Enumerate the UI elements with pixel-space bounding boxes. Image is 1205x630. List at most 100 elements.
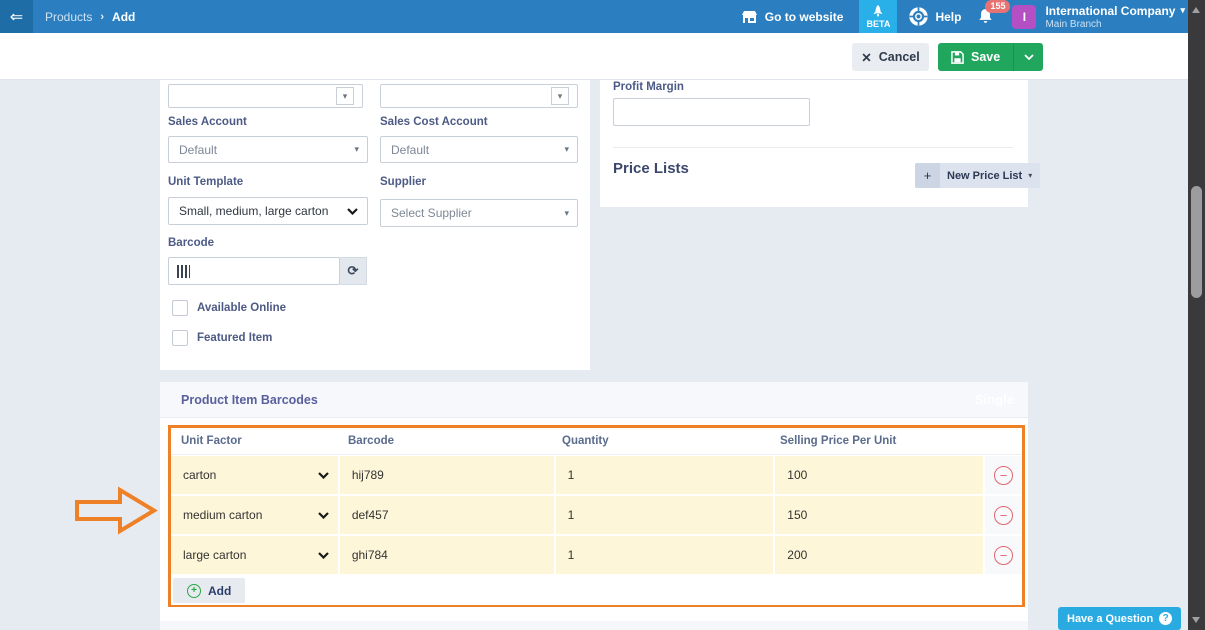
price-cell-input[interactable]: 150 [775,496,984,534]
column-header-quantity: Quantity [562,435,609,447]
available-online-checkbox[interactable] [172,300,188,316]
price-cell-input[interactable]: 200 [775,536,984,574]
new-price-list-label: New Price List [947,169,1023,182]
save-button[interactable]: Save [938,43,1014,71]
table-add-row: + Add [171,576,1022,605]
price-value: 100 [787,468,808,482]
unit-factor-value: large carton [183,548,247,562]
sales-cost-account-label: Sales Cost Account [380,116,488,128]
account-select-2[interactable]: ▾ [380,84,578,108]
sales-account-value: Default [179,142,218,157]
have-a-question-label: Have a Question [1067,612,1154,625]
help-label: Help [935,9,962,24]
unit-template-label: Unit Template [168,176,244,188]
have-a-question-button[interactable]: Have a Question ? [1058,607,1182,630]
beta-label: BETA [866,18,891,29]
single-badge: Single [974,392,1014,407]
breadcrumb-products[interactable]: Products [45,9,93,24]
go-to-website-label: Go to website [764,9,844,24]
rocket-icon [873,4,883,16]
barcode-value: hij789 [351,468,384,482]
scroll-up-icon[interactable] [1192,7,1200,13]
next-section-header [160,621,1028,630]
unit-factor-select[interactable]: medium carton [171,496,338,534]
barcode-input[interactable] [168,257,340,285]
caret-down-icon: ▾ [354,144,359,154]
top-navbar: ⇐ Products › Add Go to website BETA Help… [0,0,1205,33]
save-button-group: Save [938,43,1044,71]
save-options-button[interactable] [1013,43,1044,71]
unit-factor-value: medium carton [183,508,263,522]
avatar[interactable]: I [1012,4,1037,29]
unit-factor-select[interactable]: carton [171,456,338,494]
minus-circle-icon: − [994,505,1014,525]
table-header-row: Unit Factor Barcode Quantity Selling Pri… [171,428,1022,455]
remove-row-button[interactable]: − [985,456,1022,494]
barcode-cell-input[interactable]: def457 [339,496,554,534]
supplier-placeholder: Select Supplier [391,206,472,220]
barcode-cell-input[interactable]: ghi784 [339,536,554,574]
quantity-cell-input[interactable]: 1 [555,456,774,494]
new-price-list-button[interactable]: + New Price List ▾ [915,163,1041,188]
close-icon: ✕ [861,50,872,65]
save-label: Save [971,50,1001,64]
quantity-cell-input[interactable]: 1 [555,496,774,534]
quantity-cell-input[interactable]: 1 [555,536,774,574]
help-link[interactable]: Help [909,7,961,26]
remove-row-button[interactable]: − [985,536,1022,574]
unit-factor-select[interactable]: large carton [171,536,338,574]
sales-cost-account-value: Default [391,142,430,157]
supplier-select[interactable]: Select Supplier ▾ [380,199,578,227]
chevron-down-icon [1024,54,1034,60]
divider [613,147,1013,148]
floppy-icon [951,50,964,64]
price-value: 200 [787,548,808,562]
sales-cost-account-select[interactable]: Default ▾ [380,136,578,163]
navbar-right: Go to website BETA Help 155 I Internatio… [741,0,1185,33]
minus-circle-icon: − [994,465,1014,485]
barcode-label: Barcode [168,237,215,249]
chevron-down-icon [318,471,329,479]
table-row: large carton ghi784 1 200 − [171,536,1022,574]
caret-down-icon: ▾ [551,87,569,105]
account-select-1[interactable]: ▾ [168,84,363,108]
unit-template-select[interactable]: Small, medium, large carton [168,197,368,225]
company-name: International Company [1045,3,1176,18]
regenerate-barcode-button[interactable]: ⟳ [340,257,367,285]
table-row: medium carton def457 1 150 − [171,496,1022,534]
remove-row-button[interactable]: − [985,496,1022,534]
scroll-down-icon[interactable] [1192,617,1200,623]
caret-down-icon: ▾ [564,144,569,154]
annotation-arrow-icon [75,486,158,535]
quantity-value: 1 [567,508,575,522]
featured-item-checkbox[interactable] [172,330,188,346]
profit-margin-input[interactable] [613,98,810,126]
sales-account-select[interactable]: Default ▾ [168,136,368,163]
scrollbar-thumb[interactable] [1191,186,1202,298]
add-row-button[interactable]: + Add [173,578,246,603]
barcode-cell-input[interactable]: hij789 [339,456,554,494]
annotation-highlight-box: Unit Factor Barcode Quantity Selling Pri… [168,425,1025,607]
question-circle-icon: ? [1159,612,1173,625]
notifications-button[interactable]: 155 [977,0,1011,30]
price-lists-title: Price Lists [613,160,689,177]
column-header-selling-price: Selling Price Per Unit [780,435,897,447]
cancel-label: Cancel [878,50,920,64]
price-cell-input[interactable]: 100 [775,456,984,494]
refresh-icon: ⟳ [347,263,359,278]
breadcrumb-add: Add [112,9,136,24]
column-header-unit-factor: Unit Factor [181,435,242,447]
cancel-button[interactable]: ✕ Cancel [852,43,929,71]
unit-template-value: Small, medium, large carton [179,204,329,218]
storefront-icon [741,10,757,23]
go-to-website-link[interactable]: Go to website [741,9,844,24]
quantity-value: 1 [567,468,575,482]
back-button[interactable]: ⇐ [0,0,33,33]
action-toolbar: ✕ Cancel Save [0,33,1188,80]
barcodes-card-header: Product Item Barcodes Single [160,382,1028,418]
company-menu[interactable]: International Company ▾ Main Branch [1045,4,1185,30]
beta-badge[interactable]: BETA [859,0,898,33]
chevron-down-icon [318,551,329,559]
page-scrollbar[interactable] [1188,0,1205,630]
